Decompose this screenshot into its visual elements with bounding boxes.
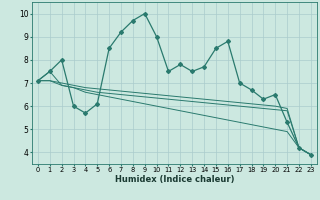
X-axis label: Humidex (Indice chaleur): Humidex (Indice chaleur) [115, 175, 234, 184]
